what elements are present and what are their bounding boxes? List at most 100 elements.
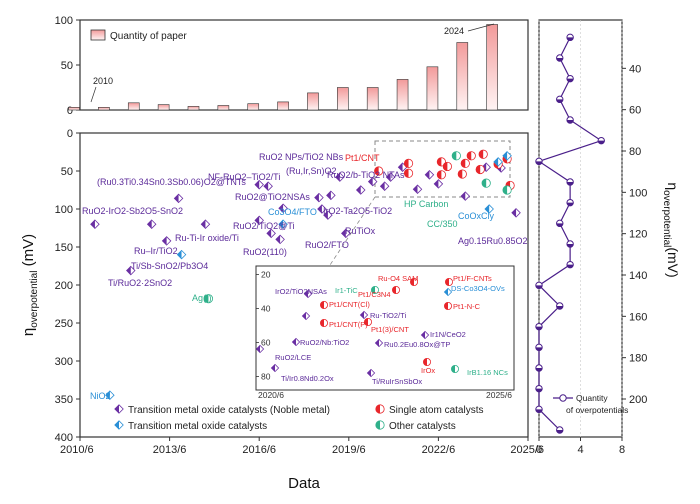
inset-point-6 (319, 300, 328, 309)
bar-legend-swatch (90, 29, 106, 41)
bar-2020 (366, 87, 379, 111)
quantity-point-fill-9 (556, 223, 563, 227)
bar-2018 (307, 92, 319, 111)
label-ruo2-fto: RuO2/FTO (305, 240, 349, 250)
annotation-2010-pointer (90, 86, 97, 103)
inset-point-5 (443, 287, 453, 297)
line-y-tick-label: 140 (629, 270, 647, 282)
inset-label-6: Pt1/CNT(Cl) (329, 300, 370, 309)
legend-marker-sac (375, 404, 385, 414)
bar-2021 (396, 79, 409, 111)
right-y-label-eta: η (665, 182, 681, 190)
label-ag-i: Ag(I) (192, 293, 212, 303)
annotation-2010: 2010 (93, 76, 113, 86)
inset-y-tick-label: 20 (261, 269, 271, 279)
x-tick-label: 2013/6 (153, 444, 187, 456)
label-ruo2-iro2-sb: RuO2-IrO2-Sb2O5-SnO2 (82, 206, 183, 216)
bar-2015 (217, 105, 230, 111)
line-y-tick-label: 180 (629, 353, 647, 365)
point-noble-29 (511, 208, 521, 218)
line-axes: 0 4 8 40 60 80 100 120 140 160 180 200 (536, 20, 647, 456)
point-other-0 (451, 151, 461, 161)
inset-point-0 (303, 289, 313, 299)
line-y-tick-label: 60 (629, 105, 641, 117)
x-tick-label: 2025/6 (510, 444, 544, 456)
quantity-series (535, 33, 605, 434)
point-noble-15 (323, 210, 333, 220)
bar-2011 (98, 107, 110, 111)
point-noble-1 (126, 265, 136, 276)
quantity-point-fill-5 (598, 140, 605, 144)
line-y-tick-label: 80 (629, 146, 641, 158)
point-noble-19 (367, 176, 378, 187)
quantity-point-fill-6 (535, 161, 543, 165)
inset-point-7 (443, 301, 452, 310)
y-tick-label: 100 (55, 204, 73, 216)
quantity-point-fill-2 (566, 78, 574, 82)
label-pt1-cnt: Pt1/CNT (345, 153, 380, 163)
line-y-tick-label: 120 (629, 229, 647, 241)
point-tmo-1 (278, 219, 288, 229)
point-other-2 (481, 178, 491, 188)
legend-marker-tmo (114, 420, 124, 430)
inset-label-11: Ir1N/CeO2 (430, 330, 466, 339)
label-ruo2-nps: RuO2 NPs/TiO2 NBs (259, 152, 344, 162)
inset-point-14 (374, 338, 384, 348)
point-sac-6 (466, 151, 476, 161)
inset-axes: 20 40 60 80 (256, 269, 271, 381)
annotation-2024: 2024 (444, 26, 464, 36)
point-noble-26 (460, 191, 471, 201)
point-noble-10 (275, 234, 285, 245)
inset-label-0: IrO2/TiO2NSAs (275, 287, 327, 296)
inset-frame (255, 265, 515, 391)
inset-y-tick-label: 60 (261, 337, 271, 347)
label-ru-ti-ir: Ru-Ti-Ir oxide/Ti (175, 233, 239, 243)
inset-y-tick-label: 80 (261, 371, 271, 381)
line-legend: Quantity of overpotentials (553, 393, 628, 415)
point-noble-14 (326, 190, 336, 201)
label-ruo2-110: RuO2(110) (243, 247, 287, 257)
inset-point-18 (450, 364, 459, 373)
label-nio2: NiO2 (90, 391, 111, 401)
x-tick-label: 2016/6 (242, 444, 276, 456)
bar-legend-label: Quantity of paper (110, 31, 187, 42)
y-tick-label: 200 (55, 280, 73, 292)
point-noble-23 (412, 184, 423, 195)
legend-marker-other (375, 420, 385, 430)
point-noble-17 (341, 228, 351, 239)
point-other-3 (203, 294, 214, 304)
inset-point-2 (409, 277, 418, 286)
point-noble-8 (254, 215, 264, 226)
point-noble-21 (385, 172, 396, 182)
point-tmo-4 (502, 151, 512, 161)
quantity-point-fill-16 (535, 368, 543, 372)
point-noble-20 (379, 181, 390, 191)
point-noble-25 (433, 179, 444, 189)
inset-point-9 (301, 311, 311, 321)
inset-label-18: Ti/RuIrSnSbOx (372, 377, 422, 386)
svg-text:ηoverpotential(mV): ηoverpotential(mV) (661, 182, 681, 277)
label-hp-carbon: HP Carbon (404, 199, 448, 209)
point-tmo-3 (493, 157, 503, 167)
label-cooxcly: CoOxCly (458, 211, 495, 221)
inset-label-13: Ru0.2Eu0.8Ox@TP (384, 340, 450, 349)
y-axis-label-sub: overpotential (29, 271, 40, 328)
label-ag-ru: Ag0.15Ru0.85O2 (458, 236, 528, 246)
point-noble-3 (161, 236, 172, 246)
inset-label-10: Pt1(3)/CNT (371, 325, 409, 334)
quantity-point-fill-18 (535, 409, 543, 413)
point-noble-18 (355, 185, 366, 195)
label-ruo2-tio2nsas: RuO2@TiO2NSAs (235, 192, 310, 202)
quantity-point-fill-4 (566, 120, 574, 124)
y-axis-label: ηoverpotential (mV) (20, 234, 40, 336)
inset-point-17 (422, 357, 431, 366)
line-legend-label: Quantity (576, 393, 608, 403)
bar-2012 (127, 102, 140, 111)
point-sac-0 (374, 166, 384, 176)
point-noble-6 (254, 179, 264, 190)
point-noble-0 (90, 219, 100, 229)
right-y-label-unit: (mV) (665, 247, 681, 277)
point-noble-12 (314, 192, 324, 203)
